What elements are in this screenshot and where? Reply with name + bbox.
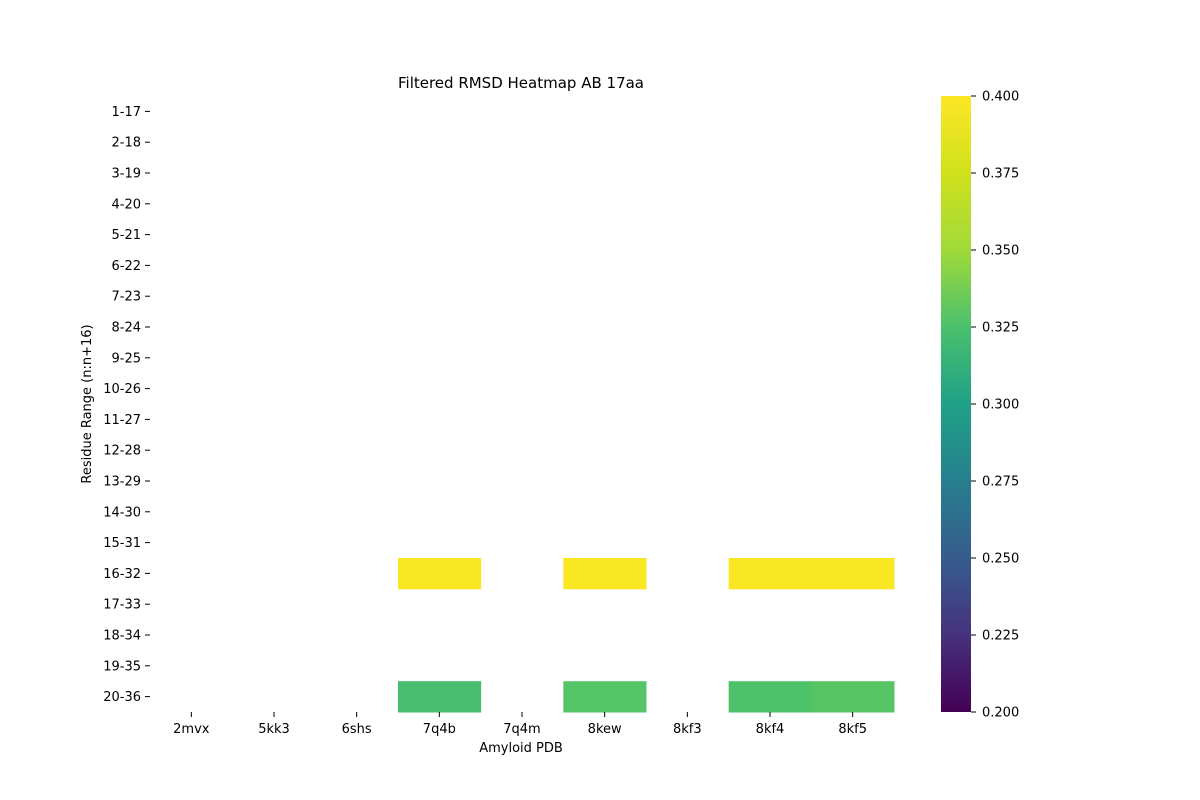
y-tick-label: 17-33 (103, 598, 141, 613)
colorbar-tick-label: 0.200 (982, 706, 1019, 721)
x-tick-label: 5kk3 (258, 722, 290, 737)
colorbar-tick-label: 0.375 (982, 167, 1019, 182)
y-tick-label: 8-24 (111, 321, 141, 336)
y-tick-label: 19-35 (103, 659, 141, 674)
heatmap-cell (811, 558, 895, 590)
y-tick-label: 12-28 (103, 444, 141, 459)
heatmap-cell (563, 558, 647, 590)
y-ticks: 1-17 2-18 3-19 4-20 5-21 6-22 7-23 8-24 9-25 10-2… (103, 105, 150, 705)
x-tick-label: 2mvx (173, 722, 210, 737)
y-tick-label: 7-23 (111, 290, 141, 305)
x-tick-label: 7q4m (503, 722, 540, 737)
y-tick-label: 20-36 (103, 690, 141, 705)
x-ticks: 2mvx 5kk3 6shs 7q4b 7q4m 8kew 8kf3 8kf4 8kf5 (173, 712, 867, 737)
y-tick-label: 4-20 (111, 197, 141, 212)
y-tick-label: 18-34 (103, 629, 141, 644)
colorbar-tick-label: 0.275 (982, 475, 1019, 490)
y-tick-label: 6-22 (111, 259, 141, 274)
y-tick-label: 3-19 (111, 167, 141, 182)
chart-title: Filtered RMSD Heatmap AB 17aa (398, 74, 644, 92)
heatmap-cells (398, 558, 895, 713)
y-tick-label: 14-30 (103, 505, 141, 520)
x-axis-label: Amyloid PDB (479, 741, 563, 756)
colorbar-tick-label: 0.300 (982, 398, 1019, 413)
y-tick-label: 13-29 (103, 475, 141, 490)
y-tick-label: 10-26 (103, 382, 141, 397)
x-tick-label: 7q4b (423, 722, 456, 737)
y-tick-label: 1-17 (111, 105, 141, 120)
y-axis-label: Residue Range (n:n+16) (80, 324, 95, 483)
heatmap-cell (398, 681, 482, 713)
y-tick-label: 11-27 (103, 413, 141, 428)
colorbar-ticks: 0.200 0.225 0.250 0.275 0.300 0.325 0.350 0.375… (971, 90, 1019, 721)
x-tick-label: 8kew (588, 722, 622, 737)
y-tick-label: 16-32 (103, 567, 141, 582)
colorbar-tick-label: 0.250 (982, 552, 1019, 567)
heatmap-cell (398, 558, 482, 590)
heatmap-cell (811, 681, 895, 713)
x-tick-label: 6shs (342, 722, 372, 737)
colorbar (941, 96, 971, 712)
y-tick-label: 9-25 (111, 351, 141, 366)
colorbar-tick-label: 0.325 (982, 321, 1019, 336)
y-tick-label: 5-21 (111, 228, 141, 243)
colorbar-tick-label: 0.350 (982, 244, 1019, 259)
y-tick-label: 15-31 (103, 536, 141, 551)
heatmap-cell (728, 558, 812, 590)
heatmap-cell (563, 681, 647, 713)
heatmap-cell (728, 681, 812, 713)
x-tick-label: 8kf3 (673, 722, 702, 737)
y-tick-label: 2-18 (111, 136, 141, 151)
x-tick-label: 8kf4 (756, 722, 785, 737)
x-tick-label: 8kf5 (838, 722, 867, 737)
colorbar-tick-label: 0.400 (982, 90, 1019, 105)
colorbar-tick-label: 0.225 (982, 629, 1019, 644)
